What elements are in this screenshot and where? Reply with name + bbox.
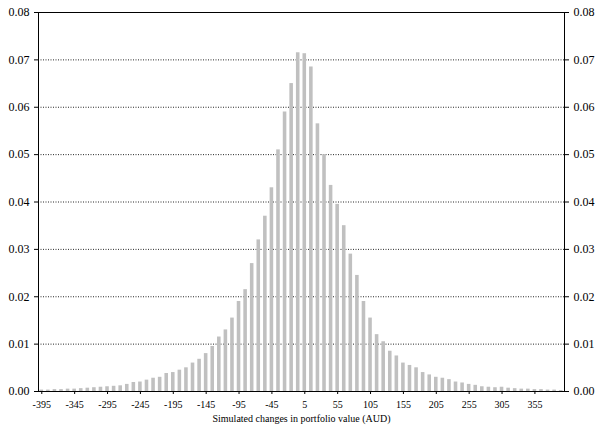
svg-text:0.03: 0.03 <box>574 242 595 256</box>
svg-text:0.01: 0.01 <box>9 337 30 351</box>
svg-text:0.03: 0.03 <box>9 242 30 256</box>
svg-text:-195: -195 <box>164 399 182 410</box>
svg-text:0.00: 0.00 <box>574 384 595 398</box>
svg-text:105: 105 <box>363 399 378 410</box>
svg-text:0.06: 0.06 <box>574 100 595 114</box>
svg-text:0.08: 0.08 <box>9 5 30 19</box>
svg-text:0.04: 0.04 <box>574 195 595 209</box>
svg-text:-145: -145 <box>197 399 215 410</box>
svg-text:205: 205 <box>429 399 444 410</box>
svg-text:255: 255 <box>462 399 477 410</box>
svg-text:0.06: 0.06 <box>9 100 30 114</box>
svg-text:-395: -395 <box>33 399 51 410</box>
svg-text:0.05: 0.05 <box>9 147 30 161</box>
svg-text:Simulated changes in portfolio: Simulated changes in portfolio value (AU… <box>212 413 390 425</box>
svg-text:0.08: 0.08 <box>574 5 595 19</box>
svg-text:-295: -295 <box>98 399 116 410</box>
svg-text:-245: -245 <box>131 399 149 410</box>
svg-text:355: 355 <box>527 399 542 410</box>
svg-text:0.05: 0.05 <box>574 147 595 161</box>
svg-text:0.01: 0.01 <box>574 337 595 351</box>
svg-text:0.07: 0.07 <box>574 53 595 67</box>
svg-text:0.00: 0.00 <box>9 384 30 398</box>
svg-text:0.02: 0.02 <box>574 290 595 304</box>
svg-text:5: 5 <box>302 399 307 410</box>
svg-text:305: 305 <box>495 399 510 410</box>
svg-text:0.02: 0.02 <box>9 290 30 304</box>
svg-text:0.07: 0.07 <box>9 53 30 67</box>
svg-text:-45: -45 <box>265 399 278 410</box>
svg-text:0.04: 0.04 <box>9 195 30 209</box>
svg-text:155: 155 <box>396 399 411 410</box>
svg-text:-345: -345 <box>65 399 83 410</box>
svg-text:55: 55 <box>333 399 343 410</box>
svg-text:-95: -95 <box>232 399 245 410</box>
